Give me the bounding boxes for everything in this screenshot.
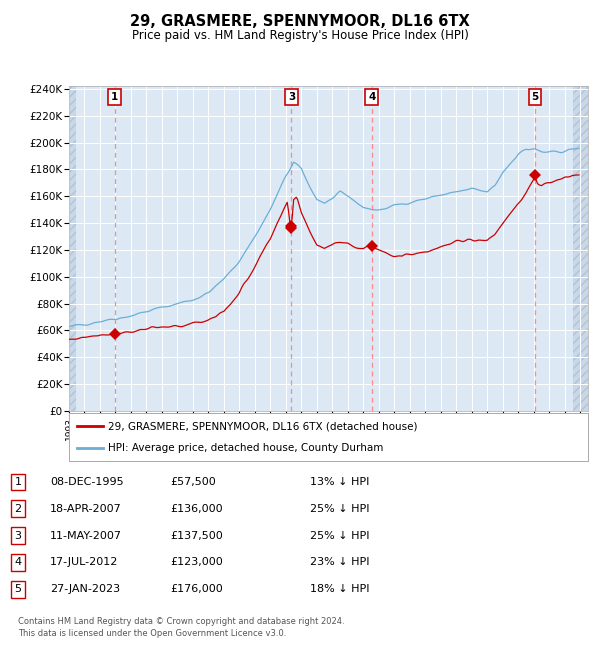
Text: 1: 1 bbox=[111, 92, 118, 102]
Text: 2: 2 bbox=[14, 504, 22, 514]
Text: 5: 5 bbox=[14, 584, 22, 594]
Text: 18-APR-2007: 18-APR-2007 bbox=[50, 504, 122, 514]
Text: £57,500: £57,500 bbox=[170, 476, 216, 487]
Text: 25% ↓ HPI: 25% ↓ HPI bbox=[310, 530, 370, 541]
Text: 5: 5 bbox=[531, 92, 538, 102]
Text: 4: 4 bbox=[14, 558, 22, 567]
Text: 13% ↓ HPI: 13% ↓ HPI bbox=[310, 476, 370, 487]
Text: 27-JAN-2023: 27-JAN-2023 bbox=[50, 584, 120, 594]
Text: £136,000: £136,000 bbox=[170, 504, 223, 514]
Text: 17-JUL-2012: 17-JUL-2012 bbox=[50, 558, 118, 567]
Text: 3: 3 bbox=[14, 530, 22, 541]
Text: £176,000: £176,000 bbox=[170, 584, 223, 594]
Text: 29, GRASMERE, SPENNYMOOR, DL16 6TX (detached house): 29, GRASMERE, SPENNYMOOR, DL16 6TX (deta… bbox=[108, 421, 418, 431]
Text: 3: 3 bbox=[288, 92, 295, 102]
Text: 11-MAY-2007: 11-MAY-2007 bbox=[50, 530, 122, 541]
Text: 4: 4 bbox=[368, 92, 376, 102]
Text: 29, GRASMERE, SPENNYMOOR, DL16 6TX: 29, GRASMERE, SPENNYMOOR, DL16 6TX bbox=[130, 14, 470, 29]
Bar bbox=[69, 57, 76, 411]
Text: Contains HM Land Registry data © Crown copyright and database right 2024.: Contains HM Land Registry data © Crown c… bbox=[18, 618, 344, 627]
Text: 23% ↓ HPI: 23% ↓ HPI bbox=[310, 558, 370, 567]
Text: Price paid vs. HM Land Registry's House Price Index (HPI): Price paid vs. HM Land Registry's House … bbox=[131, 29, 469, 42]
Text: This data is licensed under the Open Government Licence v3.0.: This data is licensed under the Open Gov… bbox=[18, 629, 286, 638]
Text: HPI: Average price, detached house, County Durham: HPI: Average price, detached house, Coun… bbox=[108, 443, 383, 453]
Text: 25% ↓ HPI: 25% ↓ HPI bbox=[310, 504, 370, 514]
Text: 08-DEC-1995: 08-DEC-1995 bbox=[50, 476, 124, 487]
Text: 1: 1 bbox=[14, 476, 22, 487]
Bar bbox=[573, 57, 588, 411]
Text: £123,000: £123,000 bbox=[170, 558, 223, 567]
Text: £137,500: £137,500 bbox=[170, 530, 223, 541]
Text: 18% ↓ HPI: 18% ↓ HPI bbox=[310, 584, 370, 594]
